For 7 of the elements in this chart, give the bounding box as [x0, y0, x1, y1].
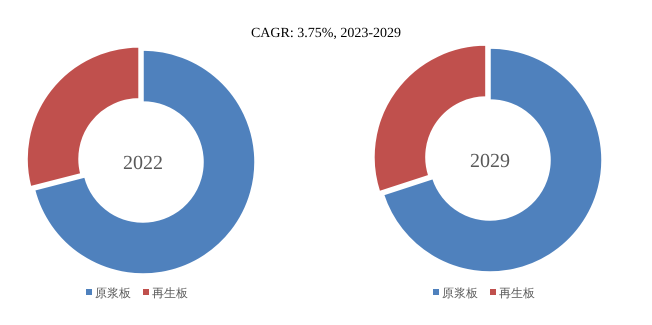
legend-label: 再生板: [152, 286, 188, 300]
legend-label: 原浆板: [95, 286, 131, 300]
text: CAGR: 3.75%, 2023-2029: [250, 26, 402, 41]
text: 2029: [470, 150, 510, 172]
legend-label: 原浆板: [442, 286, 478, 300]
text: 2022: [123, 152, 163, 174]
legend-label: 再生板: [499, 286, 535, 300]
